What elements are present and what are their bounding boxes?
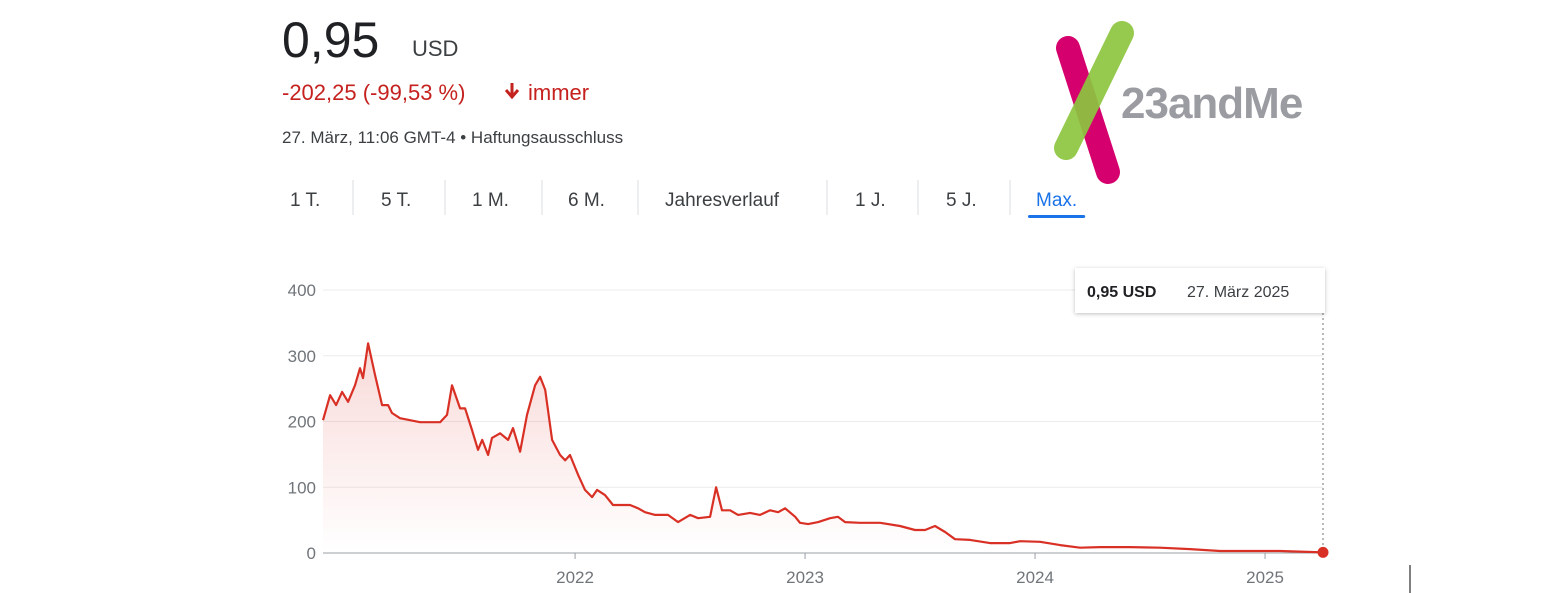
y-tick-label: 400 bbox=[288, 281, 316, 300]
period: immer bbox=[528, 80, 589, 105]
logo-stroke bbox=[1054, 21, 1134, 160]
x-tick-label: 2022 bbox=[556, 568, 594, 587]
down-arrow bbox=[504, 83, 520, 100]
tab[interactable]: 1 T. bbox=[290, 190, 320, 211]
tab[interactable]: Jahresverlauf bbox=[665, 190, 780, 211]
tab[interactable]: 5 J. bbox=[946, 190, 977, 211]
x-tick-label: 2025 bbox=[1246, 568, 1284, 587]
area-fill bbox=[323, 343, 1323, 553]
tooltip-date: 27. März 2025 bbox=[1187, 284, 1289, 301]
tab[interactable]: 6 M. bbox=[568, 190, 605, 211]
change: -202,25 (-99,53 %) bbox=[282, 80, 465, 105]
tab[interactable]: 5 T. bbox=[381, 190, 411, 211]
x-tick-label: 2023 bbox=[786, 568, 824, 587]
plot: 0 100 200 300 400 2022 2023 2024 2025 0,95 USD 27.… bbox=[288, 268, 1329, 587]
price-line bbox=[321, 342, 1324, 554]
logo: 23andMe bbox=[1054, 21, 1303, 184]
y-tick-label: 200 bbox=[288, 413, 316, 432]
tooltip-box bbox=[1075, 268, 1325, 313]
y-tick-label: 0 bbox=[307, 544, 316, 563]
y-tick-label: 300 bbox=[288, 347, 316, 366]
x-tick-label: 2024 bbox=[1016, 568, 1054, 587]
price: 0,95 bbox=[282, 12, 379, 68]
end-point bbox=[1317, 546, 1329, 558]
tab[interactable]: 1 M. bbox=[472, 190, 509, 211]
timestamp: 27. März, 11:06 GMT-4 • Haftungsausschlu… bbox=[282, 128, 623, 147]
tab-underline bbox=[1028, 215, 1086, 218]
tooltip-value: 0,95 USD bbox=[1087, 284, 1156, 301]
logo-text: 23andMe bbox=[1121, 79, 1302, 128]
currency: USD bbox=[412, 36, 458, 61]
tab[interactable]: 1 J. bbox=[855, 190, 886, 211]
tab[interactable]: Max. bbox=[1036, 190, 1077, 211]
tabs: 1 T. 5 T. 1 M. 6 M. Jahresverlauf 1 J. 5 J. Max… bbox=[290, 180, 1086, 218]
y-tick-label: 100 bbox=[288, 478, 316, 497]
